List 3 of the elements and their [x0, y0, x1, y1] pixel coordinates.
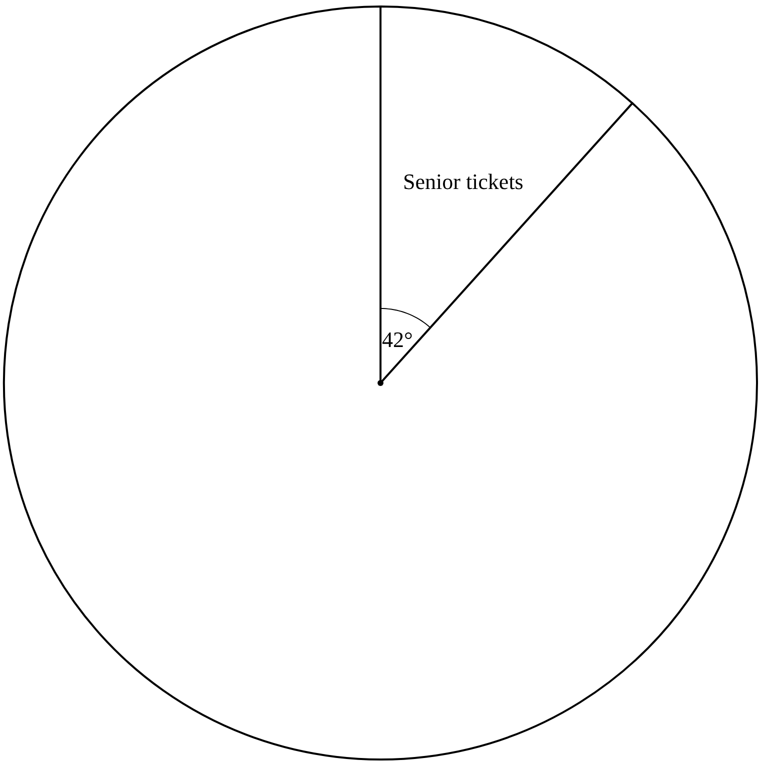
- data-label: 42°: [382, 327, 413, 352]
- pie-slice: [3, 6, 758, 760]
- slice-label: Senior tickets: [403, 169, 524, 194]
